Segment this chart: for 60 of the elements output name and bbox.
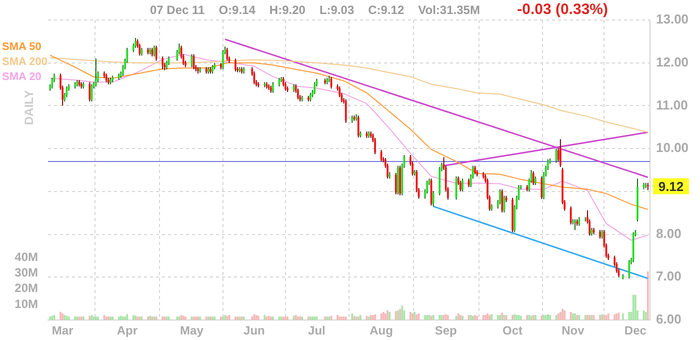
text: 07 Dec 11 (150, 3, 205, 17)
x-tick-label: Jul (308, 324, 326, 338)
text: Vol:31.35M (418, 3, 480, 17)
candlestick (499, 188, 501, 205)
candlestick (628, 260, 630, 279)
candlestick (560, 138, 562, 168)
y2-tick-label: 40M (14, 250, 38, 264)
x-tick-label: Oct (502, 324, 523, 338)
y-tick-label: 11.00 (656, 97, 688, 112)
text: C:9.12 (368, 3, 404, 17)
candlestick (460, 180, 462, 192)
x-tick-label: Sep (434, 324, 457, 338)
candlestick (134, 38, 136, 48)
y-tick-label: 8.00 (656, 226, 682, 241)
candlestick (162, 56, 164, 70)
x-tick-label: Aug (370, 324, 393, 338)
candlestick (94, 58, 97, 87)
candlestick (282, 76, 284, 87)
candlestick (234, 58, 236, 72)
y2-tick-label: 20M (14, 281, 38, 296)
candlestick (357, 115, 360, 138)
candlestick (272, 82, 274, 94)
text: H:9.20 (269, 3, 306, 17)
candlestick (574, 218, 576, 230)
x-tick-label: Apr (116, 324, 138, 338)
text: O:9.14 (218, 3, 256, 17)
x-tick-label: Jun (244, 324, 265, 338)
candlestick (532, 170, 534, 186)
y-tick-label: 13.00 (656, 12, 689, 27)
candlestick (374, 137, 376, 155)
candlestick (88, 82, 91, 102)
series-label: SMA 50 (2, 40, 42, 55)
text: 9.12 (658, 178, 684, 194)
y-tick-label: 6.00 (656, 312, 682, 327)
candlestick (222, 50, 224, 70)
text: L:9.03 (319, 3, 354, 17)
candlestick (426, 180, 428, 194)
y2-tick-label: 30M (14, 266, 38, 280)
candlestick (501, 188, 504, 213)
series-label: SMA 200 (2, 55, 48, 70)
candlestick (570, 206, 572, 225)
candlestick (226, 47, 228, 62)
text: -0.03 (0.33%) (517, 1, 608, 18)
x-tick-label: Mar (52, 324, 74, 338)
candlestick (297, 88, 299, 100)
candlestick (557, 148, 560, 162)
y-tick-label: 7.00 (656, 268, 682, 284)
candlestick (138, 43, 141, 56)
x-tick-label: Dec (624, 324, 647, 338)
candlestick (462, 178, 464, 192)
x-tick-label: Nov (562, 324, 585, 338)
series-label: SMA 20 (2, 70, 42, 85)
y2-tick-label: 10M (14, 296, 38, 311)
y-tick-label: 12.00 (656, 54, 689, 70)
y-tick-label: 10.00 (656, 140, 689, 156)
candlestick (314, 82, 316, 95)
x-tick-label: May (180, 324, 204, 338)
candlestick (344, 98, 347, 124)
candlestick (394, 172, 397, 195)
candlestick (432, 190, 434, 207)
